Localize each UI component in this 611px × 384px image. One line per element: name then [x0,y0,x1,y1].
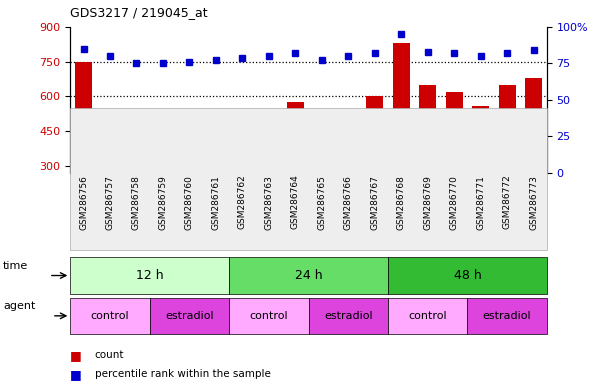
Text: GSM286768: GSM286768 [397,175,406,230]
Bar [525,78,542,235]
Bar [393,43,410,235]
Text: GSM286761: GSM286761 [211,175,221,230]
Bar [313,136,331,235]
Text: GDS3217 / 219045_at: GDS3217 / 219045_at [70,6,208,19]
Bar [101,126,119,235]
Text: GSM286770: GSM286770 [450,175,459,230]
Bar [234,122,251,235]
Bar [472,106,489,235]
Text: GSM286762: GSM286762 [238,175,247,230]
Text: GSM286766: GSM286766 [344,175,353,230]
Text: GSM286767: GSM286767 [370,175,379,230]
Bar [419,85,436,235]
Text: control: control [408,311,447,321]
Text: GSM286773: GSM286773 [529,175,538,230]
Text: ■: ■ [70,368,82,381]
Text: GSM286759: GSM286759 [158,175,167,230]
Text: agent: agent [3,301,35,311]
Text: 48 h: 48 h [453,269,481,282]
Text: GSM286771: GSM286771 [476,175,485,230]
Text: ■: ■ [70,349,82,362]
Text: control: control [249,311,288,321]
Text: GSM286772: GSM286772 [503,175,511,230]
Text: time: time [3,261,28,271]
Text: estradiol: estradiol [165,311,214,321]
Bar [366,96,383,235]
Text: GSM286764: GSM286764 [291,175,300,230]
Text: control: control [90,311,130,321]
Bar [155,145,172,235]
Text: count: count [95,350,124,360]
Text: percentile rank within the sample: percentile rank within the sample [95,369,271,379]
Text: GSM286756: GSM286756 [79,175,88,230]
Text: GSM286763: GSM286763 [265,175,273,230]
Text: GSM286769: GSM286769 [423,175,432,230]
Text: GSM286757: GSM286757 [106,175,114,230]
Text: GSM286758: GSM286758 [132,175,141,230]
Text: GSM286765: GSM286765 [317,175,326,230]
Bar [207,131,224,235]
Bar [181,142,198,235]
Bar [445,92,463,235]
Bar [75,61,92,235]
Text: 24 h: 24 h [295,269,323,282]
Bar [128,146,145,235]
Text: estradiol: estradiol [483,311,532,321]
Text: 12 h: 12 h [136,269,164,282]
Text: estradiol: estradiol [324,311,373,321]
Bar [287,102,304,235]
Bar [260,122,277,235]
Text: GSM286760: GSM286760 [185,175,194,230]
Bar [340,125,357,235]
Bar [499,85,516,235]
